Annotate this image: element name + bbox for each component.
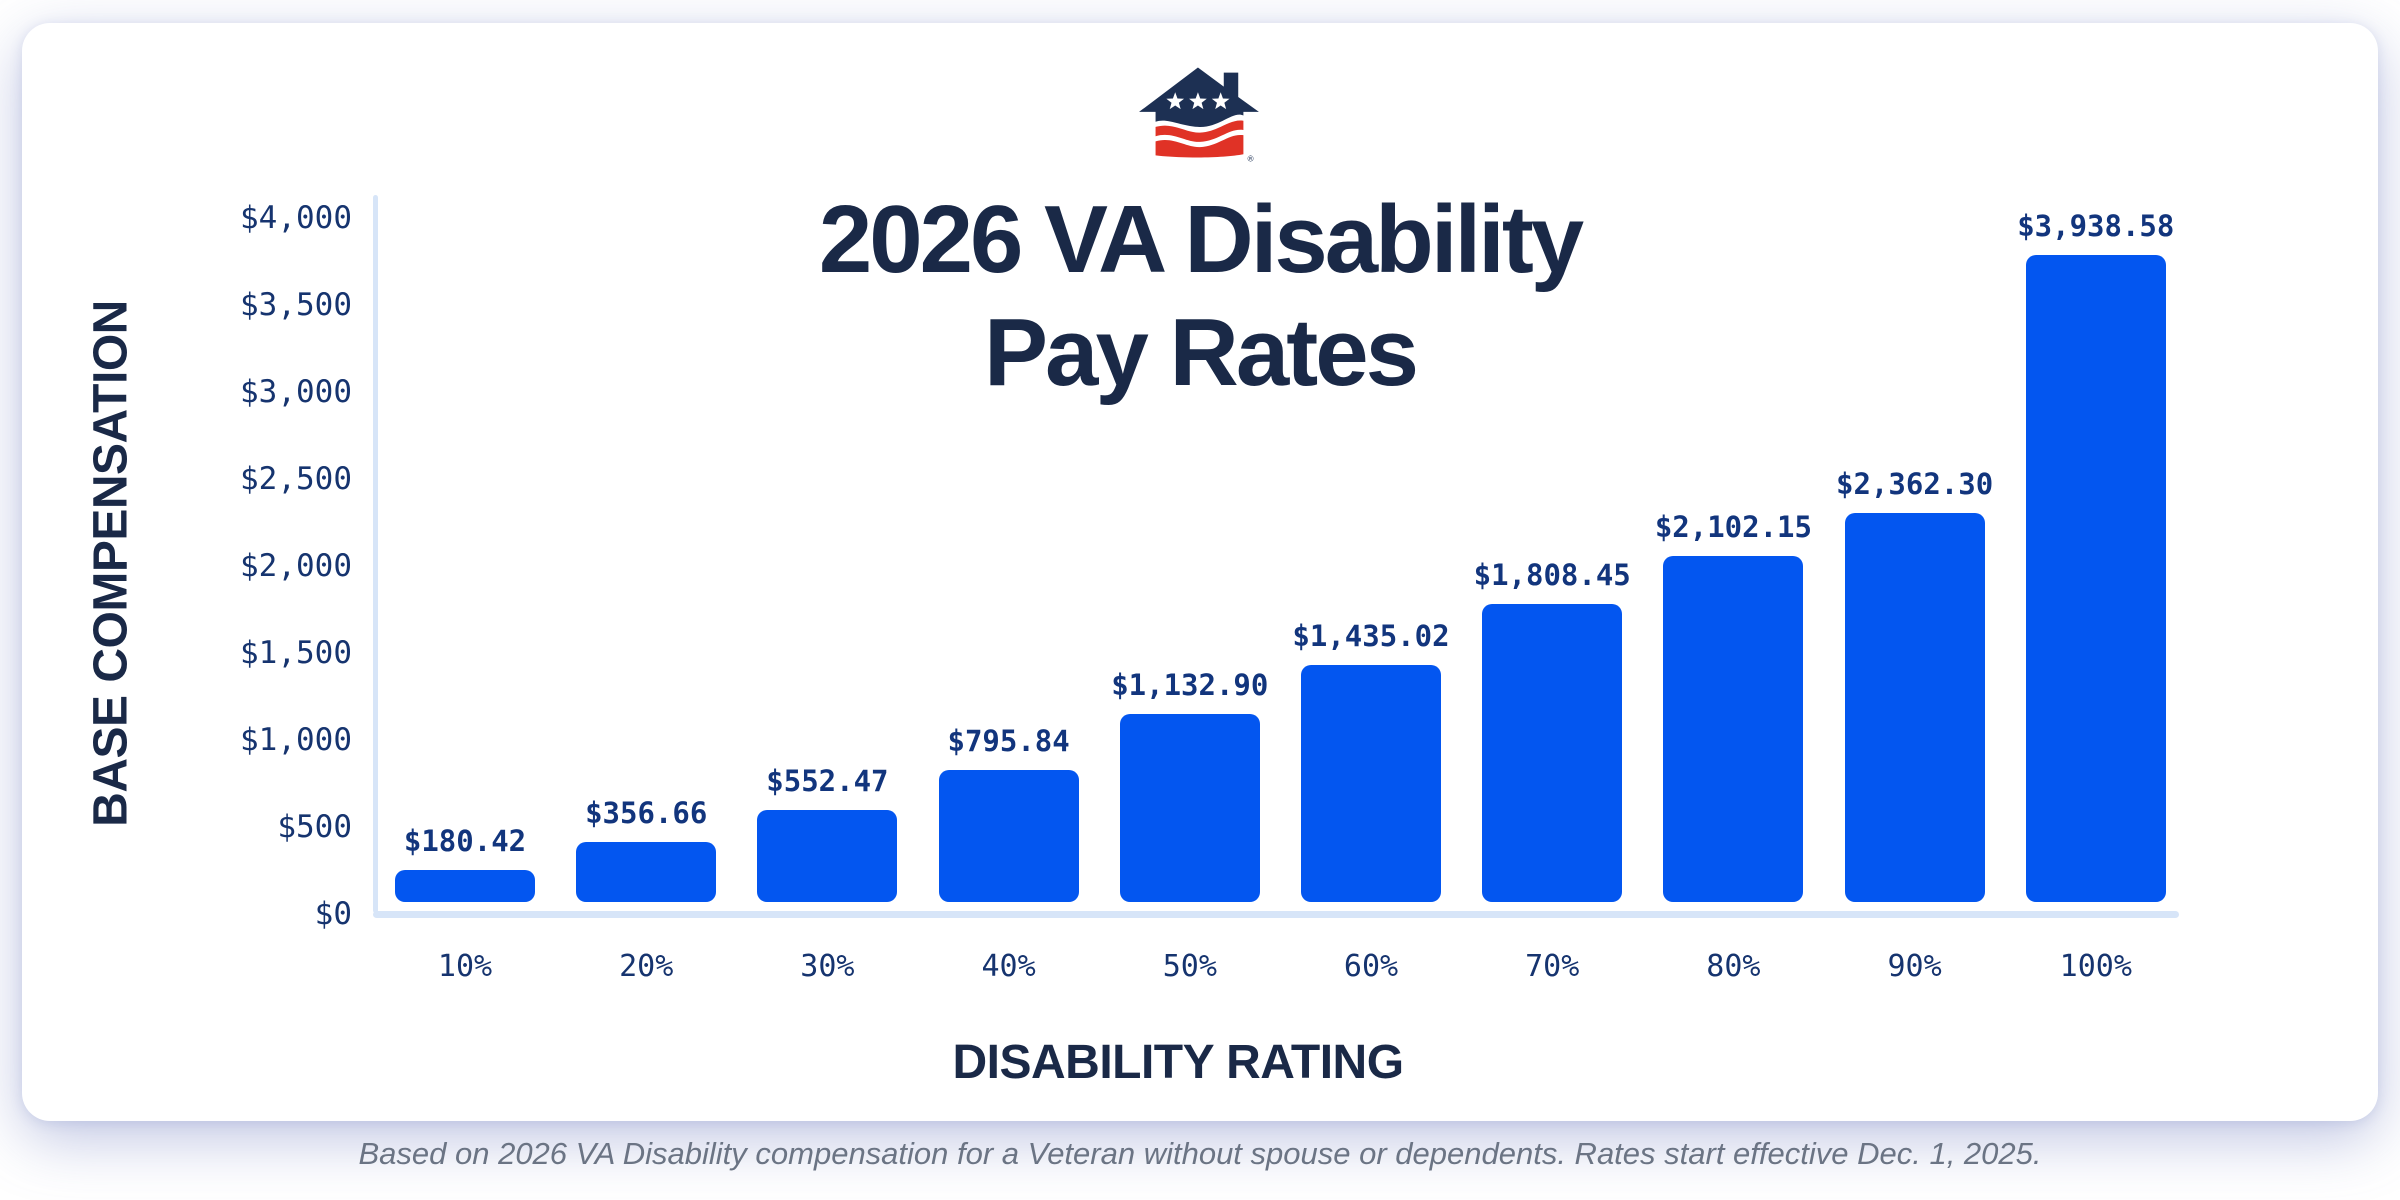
x-tick-label: 10%	[437, 949, 493, 984]
bar-value-label: $1,808.45	[1473, 558, 1631, 592]
y-tick-label: $3,500	[240, 287, 352, 323]
x-tick-label: 40%	[981, 949, 1036, 984]
y-tick-label: $1,000	[240, 722, 352, 758]
bar	[395, 870, 535, 902]
y-tick-label: $2,500	[240, 461, 352, 497]
chart-title-line2: Pay Rates	[984, 299, 1419, 407]
bar-value-label: $1,132.90	[1111, 668, 1269, 702]
x-tick-label: 80%	[1706, 949, 1761, 984]
stars-stripes-house-logo-icon: ®	[1139, 67, 1259, 162]
bar-value-label: $3,938.58	[2017, 209, 2175, 243]
bar-value-label: $2,102.15	[1654, 510, 1812, 544]
x-tick-label: 70%	[1525, 949, 1580, 984]
x-tick-label: 50%	[1162, 949, 1217, 984]
logo-registered-mark: ®	[1248, 155, 1254, 162]
bar-value-label: $795.84	[947, 724, 1070, 758]
x-tick-label: 90%	[1887, 949, 1942, 984]
bar-value-label: $356.66	[585, 796, 708, 830]
logo-stripe-bottom	[1155, 134, 1244, 158]
x-tick-label: 100%	[2059, 949, 2132, 984]
chart-card: ® 2026 VA Disability Pay Rates $0 $500 $1,…	[22, 23, 2378, 1121]
bar-value-label: $2,362.30	[1836, 467, 1994, 501]
y-tick-label: $0	[314, 896, 352, 932]
bar	[1301, 665, 1441, 902]
bar	[757, 810, 898, 902]
x-tick-label: 30%	[800, 949, 855, 984]
x-axis-line	[373, 911, 2179, 918]
y-axis-line	[373, 195, 378, 913]
logo-stripe-top	[1155, 120, 1244, 142]
bar	[1482, 604, 1623, 902]
logo-stars	[1166, 92, 1230, 110]
x-tick-label: 20%	[619, 949, 674, 984]
bar-value-label: $552.47	[766, 764, 889, 798]
bar	[2025, 255, 2166, 902]
chart-title-line1: 2026 VA Disability	[818, 186, 1584, 293]
y-tick-label: $3,000	[240, 374, 352, 410]
bar	[1663, 556, 1804, 902]
y-tick-label: $4,000	[240, 200, 352, 236]
bar-value-label: $180.42	[403, 824, 527, 858]
chart: $0 $500 $1,000 $1,500 $2,000 $2,500 $3,000 $3,5…	[22, 23, 2378, 1121]
bar-value-label: $1,435.02	[1292, 619, 1450, 653]
bar	[576, 842, 717, 902]
y-tick-label: $500	[277, 809, 352, 845]
bar	[1119, 714, 1260, 902]
footer-note: Based on 2026 VA Disability compensation…	[358, 1136, 2042, 1171]
y-axis-title: BASE COMPENSATION	[84, 300, 138, 827]
chart-title: 2026 VA Disability Pay Rates	[22, 183, 2378, 410]
x-tick-label: 60%	[1343, 949, 1399, 984]
bar	[1844, 513, 1985, 902]
y-tick-label: $2,000	[240, 548, 352, 584]
y-tick-label: $1,500	[240, 635, 352, 671]
bar	[938, 770, 1079, 902]
x-axis-title: DISABILITY RATING	[952, 1036, 1404, 1089]
